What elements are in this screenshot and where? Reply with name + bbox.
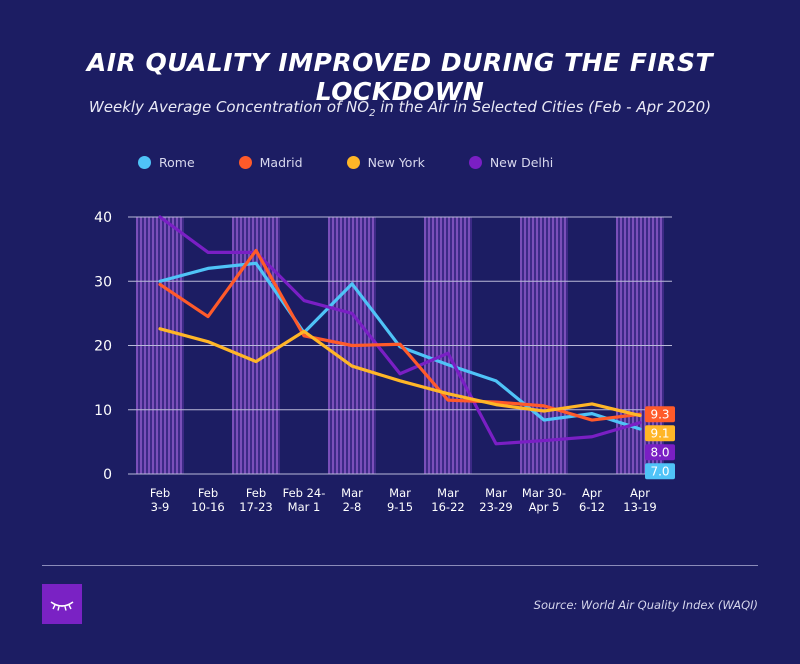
y-tick-label: 40 [94,210,112,226]
series-line-madrid [158,248,642,422]
y-tick-label: 0 [103,467,112,483]
series-line-new-delhi [158,215,642,446]
legend-label: New Delhi [489,154,554,170]
x-tick-label: Apr 13-19 [623,486,656,514]
y-tick-label: 30 [94,274,112,290]
end-label-text: 7.0 [650,465,669,479]
legend-swatch [238,155,252,169]
series-line-new-york [158,327,642,418]
line-chart: 0 10 20 30 40 Feb 3-9 Feb 10-16 Feb 17-23 Feb 24-M… [94,210,675,514]
x-tick-label: Mar 2-8 [341,486,363,514]
end-label-text: 8.0 [650,446,669,460]
legend-item-madrid: Madrid [238,154,303,170]
legend-swatch [346,155,360,169]
brand-logo [42,584,82,624]
legend-swatch [468,155,482,169]
end-label-new-delhi: 8.0 [645,444,675,461]
y-tick-label: 10 [94,403,112,419]
chart-subtitle: Weekly Average Concentration of NO2 in t… [88,98,712,119]
legend-item-new-delhi: New Delhi [468,154,554,170]
end-label-text: 9.1 [650,427,669,441]
x-tick-label: Mar 30-Apr 5 [522,486,566,514]
x-tick-label: Apr 6-12 [579,486,605,514]
legend-swatch [138,155,151,169]
x-tick-label: Mar 23-29 [479,486,512,514]
source-note: Source: World Air Quality Index (WAQI) [533,598,758,612]
x-tick-label: Feb 24-Mar 1 [283,486,326,514]
end-label-box [645,444,675,461]
end-label-madrid: 9.3 [645,406,675,423]
legend-label: Madrid [259,154,303,170]
end-label-rome: 7.0 [645,463,675,480]
x-tick-label: Feb 10-16 [191,486,224,514]
footer-divider [42,565,758,566]
y-tick-label: 20 [94,339,112,355]
legend: Rome Madrid New York New Delhi [138,152,597,172]
x-tick-label: Mar 16-22 [431,486,464,514]
series-line-rome [158,261,642,431]
end-label-box [645,406,675,423]
legend-label: Rome [159,154,195,170]
x-tick-label: Mar 9-15 [387,486,413,514]
end-label-box [645,463,675,480]
end-label-text: 9.3 [650,408,669,422]
chart-title: AIR QUALITY IMPROVED DURING THE FIRST LO… [86,48,714,106]
end-label-box [645,425,675,442]
legend-item-rome: Rome [138,155,195,170]
x-tick-label: Feb 3-9 [150,486,170,514]
eye-lashes-icon [50,601,74,611]
end-label-new-york: 9.1 [645,425,675,442]
legend-item-new-york: New York [346,154,425,170]
x-tick-label: Feb 17-23 [239,486,272,514]
legend-label: New York [367,154,425,170]
